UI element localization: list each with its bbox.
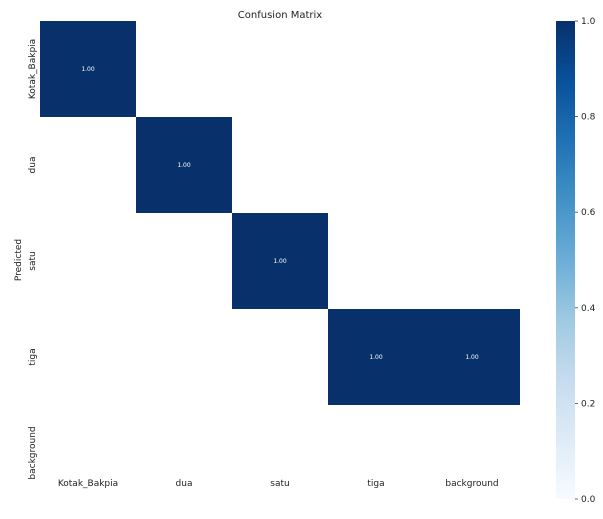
chart-title: Confusion Matrix — [238, 10, 322, 21]
colorbar-tick-label: 1.0 — [581, 17, 596, 27]
heatmap-cell — [232, 213, 328, 309]
heatmap-cell — [40, 21, 136, 117]
cell-value-label: 1.00 — [369, 354, 383, 361]
x-tick-label: dua — [176, 479, 193, 489]
colorbar-tick-label: 0.2 — [581, 399, 595, 409]
colorbar — [556, 21, 575, 499]
cell-value-label: 1.00 — [465, 354, 479, 361]
x-tick-label: Kotak_Bakpia — [58, 479, 118, 489]
y-tick-label: tiga — [28, 348, 38, 365]
colorbar-tick-label: 0.8 — [581, 113, 596, 123]
colorbar-tick-label: 0.0 — [581, 495, 596, 505]
heatmap-cell — [136, 117, 232, 213]
x-tick-label: satu — [270, 479, 289, 489]
x-axis-ticks: Kotak_Bakpia dua satu tiga background — [58, 479, 499, 489]
cell-value-label: 1.00 — [81, 66, 95, 73]
y-tick-label: Kotak_Bakpia — [28, 39, 38, 99]
cell-annotations: 1.00 1.00 1.00 1.00 1.00 — [81, 66, 479, 361]
heatmap-cell — [328, 309, 424, 405]
colorbar-tick-label: 0.4 — [581, 304, 596, 314]
cell-value-label: 1.00 — [273, 258, 287, 265]
heatmap-cell — [424, 309, 520, 405]
colorbar-tick-label: 0.6 — [581, 208, 596, 218]
x-tick-label: background — [445, 479, 498, 489]
y-tick-label: satu — [28, 251, 38, 270]
cell-value-label: 1.00 — [177, 162, 191, 169]
x-tick-label: tiga — [367, 479, 384, 489]
y-tick-label: background — [28, 426, 38, 479]
y-axis-label: Predicted — [14, 239, 24, 281]
colorbar-ticks: 0.0 0.2 0.4 0.6 0.8 1.0 — [575, 17, 596, 505]
y-tick-label: dua — [28, 157, 38, 174]
heatmap-cells — [40, 21, 520, 405]
